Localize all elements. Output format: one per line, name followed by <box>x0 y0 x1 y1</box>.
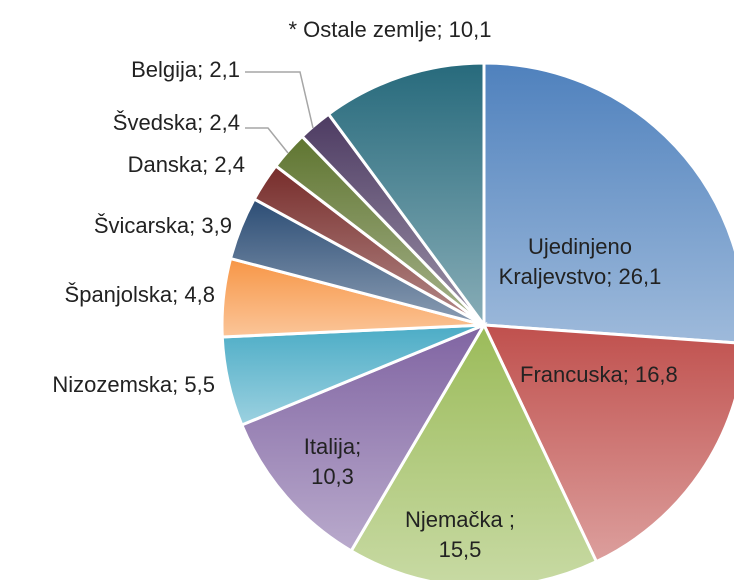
label-value: 2,1 <box>209 57 240 82</box>
label-category: Italija <box>303 434 356 459</box>
data-label: * Ostale zemlje; 10,1 <box>275 15 505 45</box>
data-label: Ujedinjeno Kraljevstvo; 26,1 <box>495 232 665 292</box>
label-value: 2,4 <box>214 152 245 177</box>
label-separator: ; <box>197 57 210 82</box>
label-category: Španjolska <box>64 282 173 307</box>
data-label: Švedska; 2,4 <box>0 108 240 138</box>
label-category: Ujedinjeno Kraljevstvo <box>498 234 632 289</box>
label-category: Švicarska <box>93 213 190 238</box>
label-value: 16,8 <box>634 362 678 387</box>
label-separator: ; <box>189 213 202 238</box>
pie-slice <box>326 61 486 330</box>
label-separator: ; <box>622 362 635 387</box>
data-label: Italija; 10,3 <box>285 432 380 492</box>
label-category: Francuska <box>520 362 623 387</box>
label-value: 5,5 <box>184 372 215 397</box>
label-separator: ; <box>436 17 449 42</box>
data-label: Nizozemska; 5,5 <box>0 370 215 400</box>
label-category: Belgija <box>131 57 198 82</box>
label-separator: ; <box>172 372 185 397</box>
label-category: Danska <box>127 152 203 177</box>
data-label: Njemačka ; 15,5 <box>395 505 525 565</box>
leader-line <box>245 127 289 154</box>
label-separator: ; <box>508 507 522 532</box>
leader-line <box>245 71 314 129</box>
pie-slice <box>482 61 734 345</box>
label-separator: ; <box>172 282 185 307</box>
data-label: Španjolska; 4,8 <box>0 280 215 310</box>
label-category: * Ostale zemlje <box>288 17 437 42</box>
label-category: Nizozemska <box>52 372 173 397</box>
pie-slice <box>481 323 734 564</box>
label-value: 4,8 <box>184 282 215 307</box>
label-value: 3,9 <box>201 213 232 238</box>
label-value: 10,1 <box>448 17 492 42</box>
label-category: Švedska <box>112 110 198 135</box>
data-label: Belgija; 2,1 <box>0 55 240 85</box>
data-label: Švicarska; 3,9 <box>0 211 232 241</box>
pie-slice <box>349 321 599 580</box>
label-category: Njemačka <box>404 507 509 532</box>
label-separator: ; <box>202 152 215 177</box>
label-value: 26,1 <box>618 264 662 289</box>
pie-slice <box>239 321 488 553</box>
data-label: Danska; 2,4 <box>0 150 245 180</box>
label-value: 10,3 <box>311 464 354 489</box>
label-value: 2,4 <box>209 110 240 135</box>
label-separator: ; <box>606 264 619 289</box>
label-separator: ; <box>197 110 210 135</box>
label-value: 15,5 <box>438 537 482 562</box>
label-separator: ; <box>355 434 368 459</box>
data-label: Francuska; 16,8 <box>520 360 678 390</box>
